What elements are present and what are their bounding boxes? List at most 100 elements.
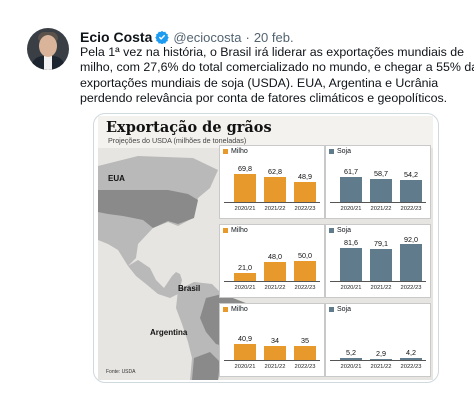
infographic-subtitle: Projeções do USDA (milhões de toneladas) <box>108 136 247 145</box>
tweet-media-image[interactable]: EUA Brasil Argentina Exportação de grãos… <box>93 113 439 383</box>
chart-bar <box>234 272 256 281</box>
tweet-date[interactable]: 20 feb. <box>253 29 294 45</box>
chart-data-label: 2,9 <box>376 348 386 358</box>
chart-legend: Milho <box>223 148 248 155</box>
chart-data-label: 79,1 <box>374 239 388 249</box>
chart-legend: Soja <box>329 306 351 313</box>
map-label-argentina: Argentina <box>150 328 188 337</box>
chart-data-label: 50,0 <box>298 251 312 260</box>
chart-bar <box>370 178 392 202</box>
chart-data-label: 5,2 <box>346 347 356 357</box>
legend-swatch <box>223 307 228 312</box>
legend-label: Milho <box>231 306 248 313</box>
legend-swatch <box>329 307 334 312</box>
chart-tick-label: 2020/21 <box>340 364 362 370</box>
chart-bar <box>234 174 256 202</box>
chart-data-label: 62,8 <box>268 166 282 176</box>
legend-swatch <box>329 228 334 233</box>
chart-panel-brasil-milho: Milho 21,0 2020/21 48,0 2021/22 50,0 2022/23 <box>219 224 325 298</box>
chart-legend: Milho <box>223 306 248 313</box>
chart-tick-label: 2022/23 <box>400 206 422 212</box>
chart-tick-label: 2021/22 <box>370 285 392 291</box>
chart-legend: Soja <box>329 227 351 234</box>
chart-panel-eua-soja: Soja 61,7 2020/21 58,7 2021/22 54,2 2022/23 <box>325 145 431 219</box>
chart-tick-label: 2020/21 <box>234 206 256 212</box>
chart-data-label: 40,9 <box>238 333 252 343</box>
chart-baseline <box>224 281 320 282</box>
chart-tick-label: 2020/21 <box>234 285 256 291</box>
legend-label: Milho <box>231 227 248 234</box>
chart-bar <box>264 176 286 202</box>
chart-tick-label: 2020/21 <box>340 206 362 212</box>
author-name[interactable]: Ecio Costa <box>80 29 153 45</box>
chart-baseline <box>330 202 426 203</box>
chart-tick-label: 2022/23 <box>294 206 316 212</box>
infographic: EUA Brasil Argentina Exportação de grãos… <box>98 116 433 380</box>
tweet-text: Pela 1ª vez na história, o Brasil irá li… <box>80 45 474 107</box>
chart-bar <box>340 177 362 202</box>
chart-baseline <box>330 281 426 282</box>
chart-data-label: 48,9 <box>298 172 312 182</box>
legend-swatch <box>223 149 228 154</box>
chart-data-label: 92,0 <box>404 235 418 244</box>
chart-tick-label: 2021/22 <box>264 285 286 291</box>
chart-tick-label: 2021/22 <box>370 206 392 212</box>
chart-tick-label: 2022/23 <box>294 285 316 291</box>
chart-bar <box>400 180 422 202</box>
verified-badge-icon <box>155 30 170 44</box>
chart-data-label: 69,8 <box>238 164 252 174</box>
chart-baseline <box>224 360 320 361</box>
map-label-eua: EUA <box>108 174 125 183</box>
chart-panel-argentina-milho: Milho 40,9 2020/21 34 2021/22 35 2022/23 <box>219 303 325 377</box>
author-handle[interactable]: @eciocosta <box>173 29 242 45</box>
chart-tick-label: 2022/23 <box>294 364 316 370</box>
chart-data-label: 81,6 <box>344 238 358 248</box>
chart-bar <box>370 249 392 281</box>
chart-tick-label: 2020/21 <box>234 364 256 370</box>
infographic-title: Exportação de grãos <box>106 119 272 136</box>
chart-data-label: 61,7 <box>344 167 358 177</box>
tweet-text-line: perdendo relevância por conta de fatores… <box>80 91 448 106</box>
chart-panel-argentina-soja: Soja 5,2 2020/21 2,9 2021/22 4,2 2022/23 <box>325 303 431 377</box>
chart-data-label: 54,2 <box>404 170 418 180</box>
chart-tick-label: 2022/23 <box>400 364 422 370</box>
separator: · <box>245 29 250 45</box>
chart-baseline <box>330 360 426 361</box>
chart-panel-eua-milho: Milho 69,8 2020/21 62,8 2021/22 48,9 2022/23 <box>219 145 325 219</box>
chart-tick-label: 2022/23 <box>400 285 422 291</box>
chart-data-label: 58,7 <box>374 168 388 178</box>
legend-label: Soja <box>337 227 352 234</box>
chart-data-label: 4,2 <box>406 348 416 358</box>
tweet-text-line: milho, com 27,6% do total comercializado… <box>80 60 474 75</box>
map-label-brasil: Brasil <box>178 284 201 293</box>
legend-label: Soja <box>337 148 352 155</box>
chart-bar <box>400 358 422 360</box>
chart-bar <box>340 357 362 360</box>
legend-swatch <box>329 149 334 154</box>
legend-label: Soja <box>337 306 352 313</box>
chart-bar <box>370 358 392 360</box>
chart-legend: Soja <box>329 148 351 155</box>
chart-tick-label: 2020/21 <box>340 285 362 291</box>
chart-baseline <box>224 202 320 203</box>
source-credit: Fonte: USDA <box>106 369 136 375</box>
chart-bar <box>340 248 362 281</box>
chart-bar <box>294 346 316 360</box>
chart-bar <box>264 261 286 281</box>
chart-bar <box>294 261 316 281</box>
tweet-text-line: Pela 1ª vez na história, o Brasil irá li… <box>80 45 465 59</box>
chart-legend: Milho <box>223 227 248 234</box>
avatar[interactable] <box>27 28 69 70</box>
chart-bar <box>294 182 316 202</box>
chart-tick-label: 2021/22 <box>264 206 286 212</box>
chart-data-label: 48,0 <box>268 251 282 261</box>
tweet-header: Ecio Costa @eciocosta · 20 feb. <box>80 28 294 46</box>
tweet-text-line: exportações mundiais de soja (USDA). EUA… <box>80 75 439 90</box>
chart-data-label: 34 <box>271 336 279 346</box>
chart-tick-label: 2021/22 <box>370 364 392 370</box>
chart-data-label: 21,0 <box>238 262 252 272</box>
chart-tick-label: 2021/22 <box>264 364 286 370</box>
chart-bar <box>234 343 256 360</box>
legend-label: Milho <box>231 148 248 155</box>
